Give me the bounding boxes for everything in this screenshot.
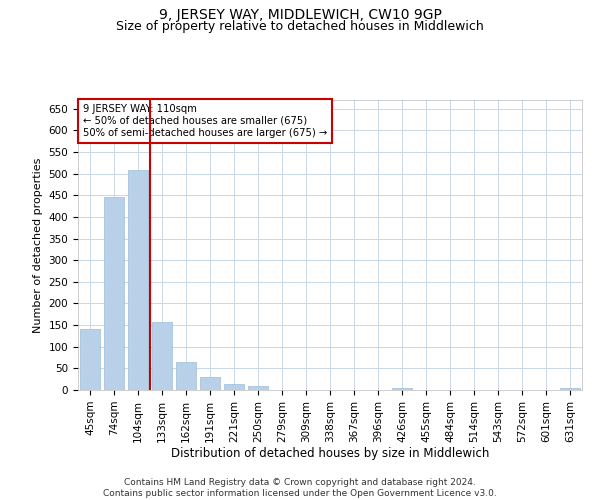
Bar	[104, 196, 124, 390]
Text: 9 JERSEY WAY: 110sqm
← 50% of detached houses are smaller (675)
50% of semi-deta: 9 JERSEY WAY: 110sqm ← 50% of detached h…	[83, 104, 327, 138]
Bar	[224, 384, 244, 390]
Bar	[80, 328, 100, 390]
Bar	[152, 322, 172, 390]
Bar	[200, 377, 220, 390]
Text: Contains HM Land Registry data © Crown copyright and database right 2024.
Contai: Contains HM Land Registry data © Crown c…	[103, 478, 497, 498]
Y-axis label: Number of detached properties: Number of detached properties	[33, 158, 43, 332]
Bar	[176, 362, 196, 390]
X-axis label: Distribution of detached houses by size in Middlewich: Distribution of detached houses by size …	[171, 448, 489, 460]
Bar	[248, 386, 268, 390]
Text: 9, JERSEY WAY, MIDDLEWICH, CW10 9GP: 9, JERSEY WAY, MIDDLEWICH, CW10 9GP	[158, 8, 442, 22]
Text: Size of property relative to detached houses in Middlewich: Size of property relative to detached ho…	[116, 20, 484, 33]
Bar	[392, 388, 412, 390]
Bar	[560, 388, 580, 390]
Bar	[128, 170, 148, 390]
